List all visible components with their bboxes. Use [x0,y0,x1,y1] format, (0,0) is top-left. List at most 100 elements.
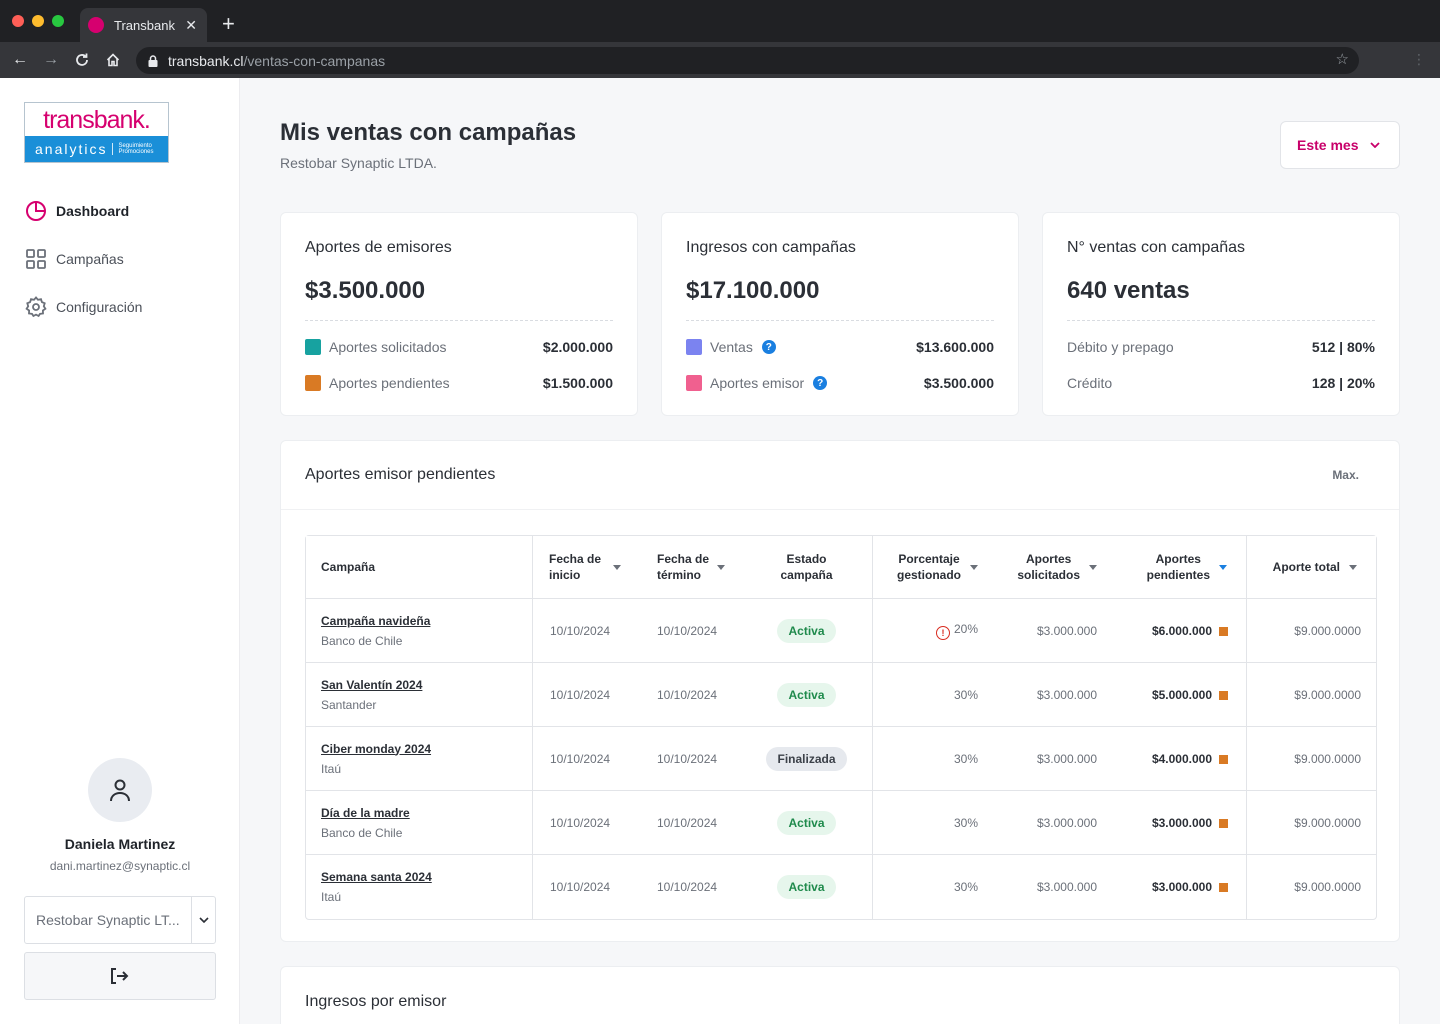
logo-product: analytics [35,141,108,157]
new-tab-icon[interactable]: + [222,11,235,36]
help-icon[interactable]: ? [813,376,828,390]
campaign-bank: Banco de Chile [321,825,403,840]
card-row-label: Aportes emisor [710,375,805,391]
campaign-link[interactable]: San Valentín 2024 [321,677,423,692]
status-badge: Activa [777,875,836,899]
help-icon[interactable]: ? [761,340,776,354]
col-header-total[interactable]: Aporte total [1247,536,1376,599]
col-header-end-date[interactable]: Fecha de término [641,536,741,599]
sort-caret-icon[interactable] [970,564,978,570]
campaign-link[interactable]: Día de la madre [321,805,410,820]
col-header-percentage[interactable]: Porcentaje gestionado [873,536,997,599]
close-window-button[interactable] [12,15,24,27]
cell-percentage: 30% [873,727,997,791]
col-header-start-date[interactable]: Fecha de inicio [533,536,641,599]
campaign-link[interactable]: Semana santa 2024 [321,870,432,884]
cell-campaign: Ciber monday 2024 Itaú [306,727,533,791]
card-row-value: $2.000.000 [542,339,613,355]
transbank-analytics-logo[interactable]: transbank. analytics Seguimiento Promocio… [24,102,169,163]
sidebar-item-campanas[interactable]: Campañas [24,246,216,272]
cell-total: $9.000.0000 [1294,880,1361,894]
card-ingresos-campanas: Ingresos con campañas $17.100.000 Ventas… [661,212,1019,416]
address-bar[interactable]: transbank.cl/ventas-con-campanas ☆ [136,47,1359,74]
avatar[interactable] [88,758,152,822]
reload-icon[interactable] [72,50,92,70]
cell-pending: $5.000.000 [1117,663,1247,727]
sidebar: transbank. analytics Seguimiento Promocio… [0,78,240,1024]
percentage-value: 30% [953,880,978,894]
period-dropdown-label: Este mes [1297,137,1359,153]
card-value: $17.100.000 [686,277,820,304]
cell-percentage: 30% [873,791,997,855]
card-title: N° ventas con campañas [1067,239,1246,256]
forward-icon[interactable]: → [43,51,59,68]
sidebar-item-dashboard[interactable]: Dashboard [24,198,216,224]
browser-tab[interactable]: Transbank ✕ [80,8,207,42]
browser-menu-icon[interactable]: ⋮ [1412,51,1426,67]
col-header-line: Aportes [1155,552,1201,566]
card-row: Aportes solicitados $2.000.000 [305,337,613,357]
card-row: Débito y prepago 512 | 80% [1067,337,1375,357]
pending-marker [1219,883,1228,892]
campaign-bank: Santander [321,697,377,712]
sidebar-item-configuracion[interactable]: Configuración [24,294,216,320]
url-host: transbank.cl [168,52,244,69]
card-title: Ingresos con campañas [686,239,856,256]
col-header-line: solicitados [1017,568,1080,582]
logout-button[interactable] [24,952,216,1000]
home-icon[interactable] [103,50,123,70]
card-aportes-emisores: Aportes de emisores $3.500.000 Aportes s… [280,212,638,416]
cell-percentage: 30% [873,855,997,919]
col-header-requested[interactable]: Aportes solicitados [997,536,1117,599]
sidebar-item-label: Configuración [56,299,143,315]
col-header-line: término [657,568,702,582]
back-icon[interactable]: ← [12,51,28,68]
col-header-line: gestionado [896,568,961,582]
table-body: Campaña navideña Banco de Chile 10/10/2024… [306,599,1376,919]
sort-caret-icon[interactable] [1089,564,1097,570]
cell-end-date: 10/10/2024 [641,599,741,663]
cell-end-date: 10/10/2024 [657,880,718,894]
divider [1067,320,1375,321]
organization-select[interactable]: Restobar Synaptic LT... [24,896,216,944]
pending-marker [1219,690,1228,700]
sort-caret-icon[interactable] [1349,564,1357,570]
max-link[interactable]: Max. [1332,468,1359,482]
panel-title: Ingresos por emisor [305,993,447,1010]
campaign-bank: Itaú [321,761,342,776]
card-row-value: $3.500.000 [923,375,994,391]
cell-requested: $3.000.000 [997,599,1117,663]
cell-start-date: 10/10/2024 [533,599,641,663]
minimize-window-button[interactable] [32,15,44,27]
sidebar-item-label: Dashboard [56,203,130,219]
cell-total: $9.000.0000 [1247,599,1376,663]
cell-total: $9.000.0000 [1247,663,1376,727]
card-row: Crédito 128 | 20% [1067,373,1375,393]
pending-marker [1219,754,1228,764]
sort-caret-icon[interactable] [717,564,726,570]
panel-title: Aportes emisor pendientes [305,466,496,483]
maximize-window-button[interactable] [52,15,64,27]
card-row-label: Ventas [710,339,753,355]
sort-caret-active-icon[interactable] [1219,564,1227,570]
card-value: $3.500.000 [305,277,426,304]
percentage-value: 30% [953,751,978,766]
sort-caret-icon[interactable] [613,564,622,570]
col-header-pending[interactable]: Aportes pendientes [1117,536,1247,599]
campaign-link[interactable]: Ciber monday 2024 [321,741,432,756]
pending-value: $6.000.000 [1151,623,1212,638]
tab-title: Transbank [114,17,175,33]
user-email: dani.martinez@synaptic.cl [49,859,191,873]
bookmark-star-icon[interactable]: ☆ [1335,51,1349,68]
table-row: Día de la madre Banco de Chile 10/10/2024 1… [306,791,1376,855]
user-icon [110,779,130,802]
tab-close-icon[interactable]: ✕ [185,17,197,33]
cell-end-date: 10/10/2024 [641,791,741,855]
table-row: San Valentín 2024 Santander 10/10/2024 10/1… [306,663,1376,727]
cell-requested: $3.000.000 [997,663,1117,727]
period-dropdown[interactable]: Este mes [1280,121,1400,169]
cell-start-date: 10/10/2024 [533,727,641,791]
chevron-down-icon[interactable] [191,896,215,944]
cell-requested: $3.000.000 [997,727,1117,791]
campaign-link[interactable]: Campaña navideña [321,613,431,628]
